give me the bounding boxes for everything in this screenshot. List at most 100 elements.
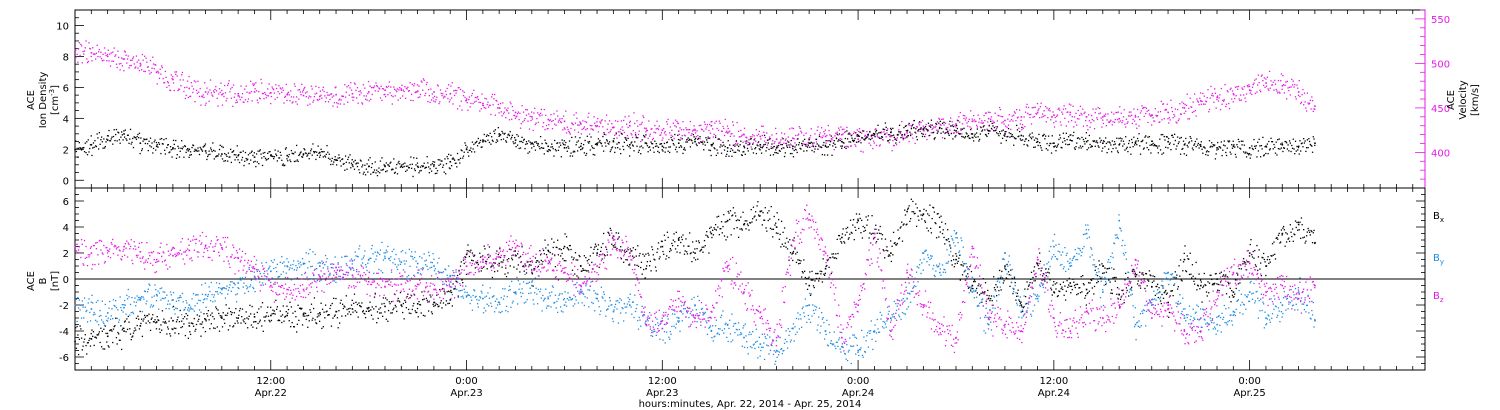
bx-dot [301, 307, 303, 310]
velocity-dot [860, 150, 862, 152]
density-dot [889, 139, 891, 141]
velocity-dot [146, 61, 148, 63]
velocity-dot [1208, 108, 1211, 111]
density-dot [575, 144, 577, 146]
density-dot [1134, 141, 1136, 143]
bx-dot [800, 276, 803, 278]
density-dot [1162, 152, 1165, 154]
density-dot [1071, 140, 1073, 142]
velocity-dot [550, 113, 552, 116]
density-point [531, 142, 533, 145]
bx-dot [409, 297, 411, 299]
velocity-dot [675, 126, 677, 128]
velocity-dot [530, 119, 532, 122]
density-dot [1218, 146, 1220, 148]
velocity-dot [549, 119, 551, 121]
velocity-dot [239, 98, 241, 101]
density-dot [637, 151, 640, 153]
bx-dot [284, 315, 287, 317]
bx-dot [295, 316, 297, 318]
density-dot [1058, 138, 1060, 141]
density-dot [1122, 145, 1124, 147]
bx-dot [482, 266, 485, 268]
velocity-dot [1195, 115, 1197, 117]
bx-dot [347, 308, 350, 310]
density-dot [1287, 144, 1289, 146]
density-dot [640, 145, 643, 147]
bx-dot [372, 318, 374, 320]
velocity-dot [789, 128, 791, 130]
velocity-dot [1257, 84, 1259, 86]
velocity-dot [763, 131, 765, 133]
velocity-dot [213, 91, 215, 94]
density-dot [1182, 140, 1185, 142]
density-dot [1016, 129, 1019, 131]
velocity-dot [244, 99, 247, 101]
density-dot [943, 121, 945, 124]
density-dot [987, 129, 989, 131]
density-dot [755, 152, 758, 155]
velocity-dot [141, 53, 144, 56]
density-point [580, 145, 582, 148]
density-dot [869, 138, 872, 141]
density-dot [382, 169, 384, 171]
bx-dot [665, 258, 667, 260]
bx-dot [488, 246, 491, 248]
velocity-dot [196, 92, 198, 94]
velocity-dot [1061, 111, 1063, 113]
velocity-dot [451, 82, 454, 84]
density-dot [1291, 144, 1293, 147]
velocity-dot [485, 107, 487, 109]
velocity-dot [215, 85, 217, 88]
density-dot [823, 154, 826, 156]
density-dot [304, 149, 306, 151]
density-dot [932, 132, 934, 134]
velocity-dot [610, 129, 612, 131]
velocity-dot [161, 66, 164, 69]
bx-dot [756, 205, 758, 207]
bx-dot [404, 299, 406, 302]
bx-dot [88, 339, 90, 342]
velocity-dot [799, 127, 801, 130]
bx-dot [759, 215, 761, 217]
velocity-dot [1205, 101, 1208, 103]
density-dot [888, 134, 890, 136]
density-dot [852, 139, 854, 142]
velocity-dot [200, 104, 202, 106]
velocity-dot [130, 64, 132, 67]
velocity-dot [714, 134, 717, 137]
velocity-dot [648, 120, 650, 122]
velocity-dot [387, 85, 390, 87]
bx-dot [353, 293, 356, 295]
velocity-point [1297, 91, 1300, 93]
velocity-dot [295, 101, 297, 103]
density-dot [274, 149, 276, 151]
density-dot [390, 169, 393, 171]
velocity-point [710, 125, 713, 127]
velocity-dot [666, 123, 669, 125]
density-dot [338, 157, 341, 159]
density-dot [855, 132, 857, 134]
velocity-dot [768, 138, 770, 141]
density-dot [1251, 145, 1253, 147]
velocity-dot [516, 113, 519, 115]
density-dot [588, 140, 591, 143]
velocity-dot [303, 88, 305, 90]
velocity-dot [1200, 103, 1202, 105]
density-dot [242, 150, 244, 152]
velocity-dot [1268, 89, 1270, 91]
density-dot [692, 134, 695, 136]
velocity-dot [241, 96, 243, 98]
bx-dot [189, 333, 192, 336]
density-dot [936, 132, 938, 134]
velocity-point [367, 91, 370, 93]
density-dot [181, 140, 183, 142]
velocity-dot [419, 96, 421, 98]
velocity-dot [1041, 116, 1043, 118]
velocity-dot [637, 125, 639, 127]
bx-dot [448, 302, 451, 304]
density-dot [295, 160, 297, 162]
density-dot [527, 152, 529, 154]
bx-dot [234, 322, 236, 325]
velocity-dot [144, 70, 147, 73]
